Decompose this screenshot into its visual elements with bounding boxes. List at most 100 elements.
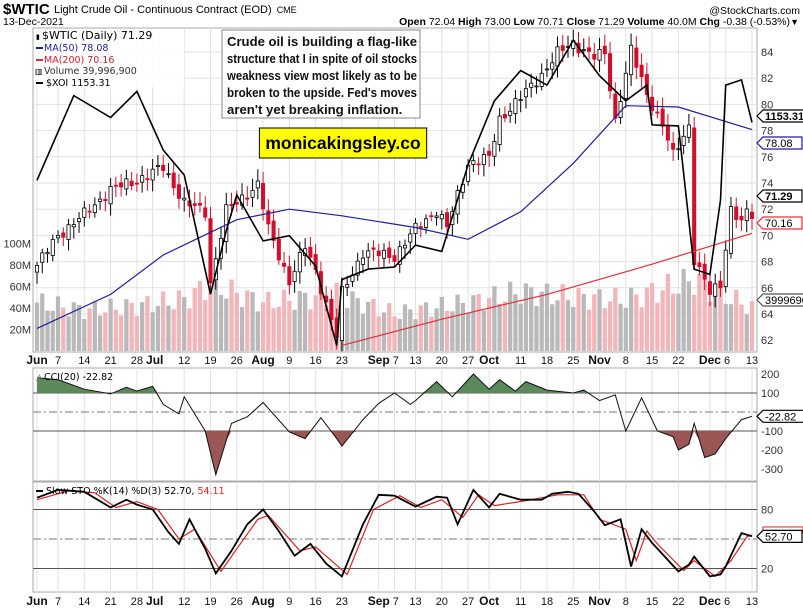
cci-tick-label: 100 [761,388,779,400]
xoi-tag-label: 1153.31 [765,111,803,123]
candle-body [402,244,408,249]
candle-body [655,111,660,114]
volume-bar [34,302,40,351]
sto-legend-text: Slow STO %K(14) %D(3) 52.70, 54.11 [46,486,225,497]
date-tick-label: 14 [78,596,90,608]
cci-series [36,373,753,477]
watermark-box: monicakingsley.co [258,127,428,159]
date-tick-label: Nov [588,594,611,608]
candle-body [660,108,665,127]
volume-bar [597,289,602,351]
volume-bar [544,283,550,351]
sto-tick-label: 20 [761,563,773,575]
volume-bar [281,289,287,351]
ma200-tag-label: 70.16 [765,218,793,230]
candle-body [439,214,444,220]
candle-body [40,252,45,263]
candle-body [176,184,181,199]
candle-body [586,47,592,52]
date-tick-label: 20 [436,355,448,367]
candle-body [61,232,66,238]
volume-tag [756,293,803,307]
volume-tick-label: 40M [10,303,31,315]
sto-d-line [36,490,753,578]
annotation-box: Crude oil is building a flag-like struct… [221,29,421,119]
legend-price: $WTIC (Daily) 71.29 [42,29,152,42]
volume-bar [87,308,92,351]
close-value: 71.29 [598,16,624,28]
close-label: Close [567,16,596,28]
volume-bar [266,291,271,351]
date-tick-label: 13 [746,596,758,608]
candle-body [523,88,528,98]
candle-body [87,210,92,213]
volume-tick-label: 80M [10,260,31,272]
candle-body [113,184,118,187]
volume-bar [239,307,245,351]
date-tick-label: Aug [251,594,274,608]
candle-body [387,247,392,258]
volume-bar [166,305,171,351]
volume-bar [571,307,576,351]
cci-tick-label: -200 [761,445,783,457]
candle-body [166,173,171,176]
candle-body [140,175,145,183]
cci-line [36,373,753,477]
sto-series [36,488,753,578]
candle-body [360,257,365,265]
price-tick-label: 66 [761,283,773,295]
candle-body [502,114,507,119]
volume-bar [692,294,697,351]
candle-body [92,204,97,214]
candle-body [171,172,176,189]
candle-body [749,211,755,219]
candle-body [234,201,239,205]
volume-bar [40,293,45,351]
candle-body [245,197,250,200]
candle-body [739,215,744,221]
candle-body [229,204,234,206]
candle-body [550,62,555,70]
volume-bar [61,307,66,351]
date-tick-label: 9 [286,355,292,367]
sto-k-label: Slow STO %K(14) %D(3) 52.70, [46,486,194,497]
instrument-name: Light Crude Oil - Continuous Contract (E… [54,4,272,16]
volume-bar [628,287,634,351]
candle-body [602,45,607,55]
date-tick-label: 21 [104,355,116,367]
legend-ma50: MA(50) 78.08 [44,43,108,54]
volume-bar [260,302,266,351]
candle-body [544,68,549,71]
date-tick-label: 28 [131,355,143,367]
xoi-line [36,38,753,346]
down-arrow-icon: ▼ [790,17,799,27]
date-tick-label: Nov [588,353,611,367]
volume-bar [397,318,402,351]
date-tick-label: 7 [393,355,399,367]
date-tick-label: 6 [724,355,730,367]
volume-bar [581,293,586,351]
xoi-tag [756,109,803,123]
candle-body [255,180,260,189]
candle-body [592,53,597,60]
volume-bar [639,307,644,351]
volume-bar [418,305,423,351]
value-tags: 1153.31 78.08 71.29 70.16 3999690 -22.82 52.70 [756,109,803,543]
volume-bar [671,293,676,351]
candle-body [82,207,87,218]
price-tick-label: 68 [761,257,773,269]
sto-swatch [36,490,43,492]
chg-value: -0.38 (-0.53%) [723,16,790,28]
candle-body [355,260,360,276]
volume-label: Volume [627,16,664,28]
candle-body [497,115,502,145]
ma200-line [341,232,753,346]
volume-tick-label: 100M [3,239,31,251]
volume-bar [276,306,281,351]
volume-bar [161,291,166,351]
date-tick-label: 12 [178,596,190,608]
volume-bar [465,312,471,351]
volume-bar [371,298,376,351]
candle-body [292,270,297,282]
